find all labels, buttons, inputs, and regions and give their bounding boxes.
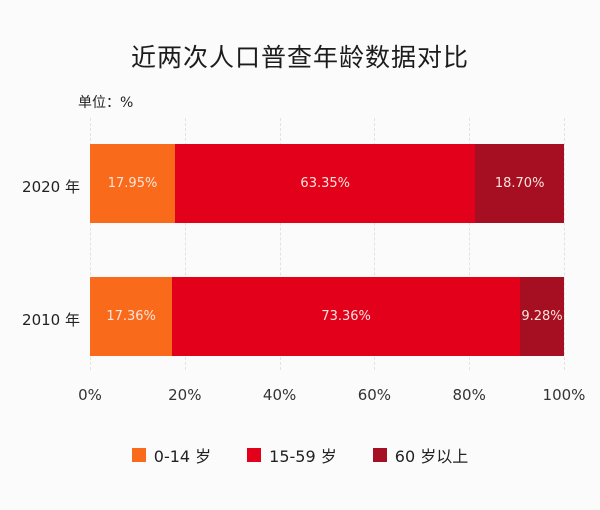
- legend: 0-14 岁 15-59 岁 60 岁以上: [0, 443, 600, 467]
- legend-item-60-plus: 60 岁以上: [372, 443, 469, 467]
- legend-label: 0-14 岁: [153, 447, 212, 466]
- x-tick: 80%: [452, 386, 486, 404]
- gridline: [279, 118, 281, 370]
- gridline: [184, 118, 186, 370]
- legend-item-15-59: 15-59 岁: [247, 443, 337, 467]
- legend-swatch: [247, 448, 262, 462]
- legend-swatch: [131, 448, 146, 462]
- bar-2020: 17.95% 63.35% 18.70%: [90, 144, 564, 223]
- legend-swatch: [372, 448, 387, 462]
- x-tick: 0%: [78, 386, 102, 404]
- bar-2010: 17.36% 73.36% 9.28%: [90, 277, 564, 356]
- x-tick: 40%: [262, 386, 297, 404]
- x-tick: 20%: [168, 386, 202, 404]
- bar-segment-0-14: 17.95%: [90, 144, 176, 223]
- bar-segment-0-14: 17.36%: [90, 277, 173, 356]
- gridline: [90, 118, 91, 370]
- bar-segment-60-plus: 9.28%: [520, 277, 564, 356]
- bar-segment-15-59: 73.36%: [172, 277, 520, 356]
- x-tick: 100%: [542, 386, 586, 404]
- category-label-2010: 2010 年: [22, 311, 80, 329]
- gridline: [469, 118, 471, 370]
- unit-label: 单位：%: [78, 95, 134, 111]
- bar-segment-60-plus: 18.70%: [475, 144, 564, 223]
- gridline: [374, 118, 376, 370]
- x-tick: 60%: [357, 386, 392, 404]
- bar-segment-15-59: 63.35%: [175, 144, 476, 223]
- category-label-2020: 2020 年: [22, 178, 80, 196]
- legend-label: 60 岁以上: [394, 447, 469, 466]
- legend-label: 15-59 岁: [269, 447, 337, 466]
- chart-title: 近两次人口普查年龄数据对比: [130, 43, 469, 72]
- gridline: [564, 118, 565, 370]
- legend-item-0-14: 0-14 岁: [131, 443, 212, 467]
- plot-area: 17.95% 63.35% 18.70% 17.36% 73.36% 9.28%: [90, 118, 565, 370]
